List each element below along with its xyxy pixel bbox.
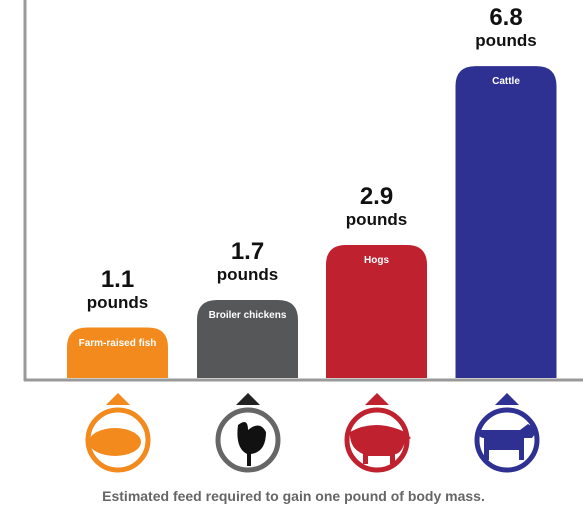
value-unit: pounds: [345, 209, 408, 229]
value-unit: pounds: [86, 292, 149, 312]
icon-pointer: [365, 393, 389, 405]
icon-ring: [215, 407, 281, 473]
hog-icon: [349, 425, 411, 464]
bar: [67, 327, 168, 378]
chicken-icon: [237, 421, 266, 466]
category-label: Hogs: [364, 254, 389, 266]
icon-pointer: [495, 393, 519, 405]
caption: Estimated feed required to gain one poun…: [102, 488, 485, 504]
bar: [197, 300, 298, 378]
category-label: Cattle: [492, 76, 520, 88]
value-unit: pounds: [475, 31, 537, 51]
icon-ring: [474, 407, 540, 473]
fish-icon: [89, 428, 141, 456]
icons: [85, 393, 540, 473]
icon-pointer: [236, 393, 260, 405]
value-label: 1.7: [230, 238, 265, 266]
cattle-icon: [478, 424, 538, 460]
category-label: Broiler chickens: [208, 310, 287, 322]
bar: [326, 244, 427, 378]
value-label: 2.9: [359, 182, 394, 210]
bar: [455, 66, 557, 379]
icon-pointer: [106, 393, 130, 405]
value-label: 6.8: [489, 4, 523, 32]
category-label: Farm-raised fish: [78, 337, 157, 349]
icon-ring: [85, 407, 151, 473]
value-unit: pounds: [216, 265, 279, 285]
value-label: 1.1: [100, 265, 135, 293]
